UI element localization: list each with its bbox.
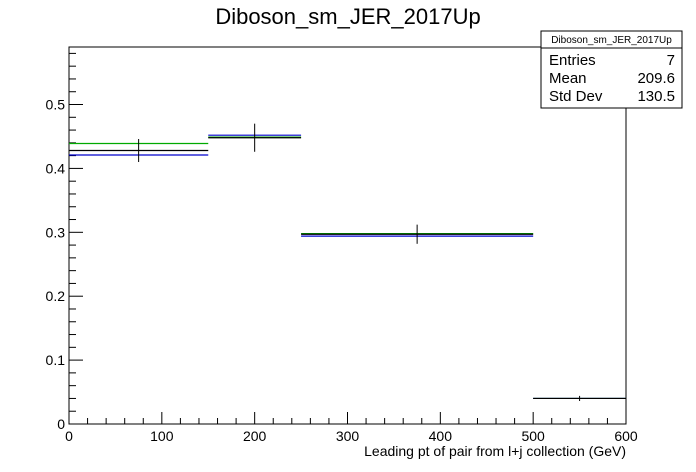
x-tick-label: 400 [429,428,453,444]
stats-entries-value: 7 [667,52,675,69]
x-tick-label: 600 [614,428,638,444]
y-tick-label: 0.3 [46,224,66,240]
chart-title: Diboson_sm_JER_2017Up [215,4,480,29]
y-tick-label: 0.2 [46,288,66,304]
x-tick-label: 0 [65,428,73,444]
x-axis-title: Leading pt of pair from l+j collection (… [364,443,626,459]
histogram-series [69,123,626,401]
y-axis: 0 0.1 0.2 0.3 0.4 0.5 [46,52,83,432]
stats-mean-label: Mean [549,70,587,87]
stats-box: Diboson_sm_JER_2017Up Entries 7 Mean 209… [540,30,683,109]
stats-stddev-value: 130.5 [637,88,675,105]
y-tick-label: 0.5 [46,97,66,113]
x-tick-label: 100 [150,428,174,444]
y-tick-label: 0.1 [46,352,66,368]
x-tick-label: 300 [336,428,360,444]
y-tick-label: 0.4 [46,160,66,176]
x-tick-label: 500 [521,428,545,444]
y-tick-label: 0 [57,416,65,432]
stats-box-title: Diboson_sm_JER_2017Up [551,35,672,46]
x-axis: 0 100 200 300 400 500 600 [65,412,638,444]
stats-stddev-label: Std Dev [549,88,603,105]
stats-mean-value: 209.6 [637,70,675,87]
stats-entries-label: Entries [549,52,596,69]
stats-box-frame [540,30,683,109]
x-tick-label: 200 [243,428,267,444]
